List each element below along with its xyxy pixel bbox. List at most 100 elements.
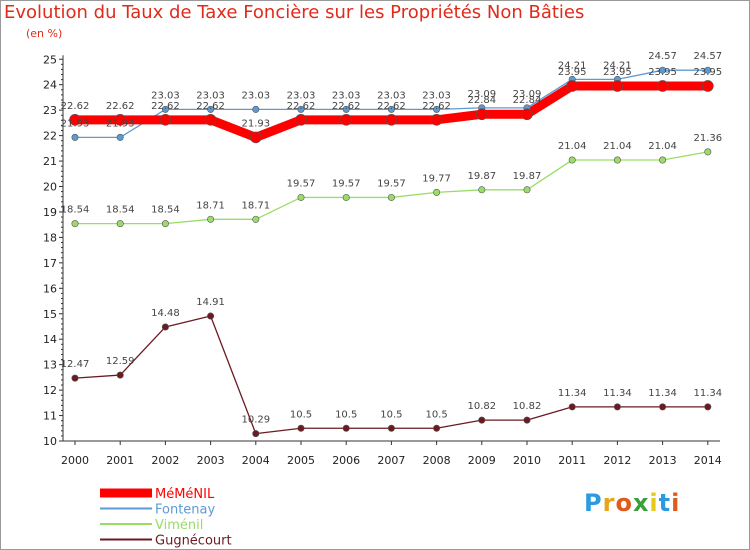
data-point-gugnecourt bbox=[297, 424, 305, 432]
data-point-gugnecourt bbox=[161, 323, 169, 331]
data-label-gugnecourt: 10.5 bbox=[380, 409, 402, 420]
data-point-memenil bbox=[295, 114, 307, 126]
data-labels: 21.93 21.93 23.03 23.03 23.03 23.03 23.03 23.03… bbox=[61, 51, 722, 425]
data-point-fontenay bbox=[207, 105, 215, 113]
y-tick-label: 10 bbox=[43, 435, 57, 448]
data-point-memenil bbox=[159, 114, 172, 126]
y-tick-label: 22 bbox=[43, 130, 57, 143]
data-point-fontenay bbox=[297, 105, 305, 113]
data-label-gugnecourt: 10.29 bbox=[241, 415, 270, 426]
y-tick-label: 16 bbox=[43, 282, 57, 295]
data-point-memenil bbox=[566, 80, 579, 92]
data-label-vimenil: 19.57 bbox=[287, 178, 316, 189]
data-label-memenil: 22.62 bbox=[422, 101, 451, 112]
y-tick-label: 18 bbox=[43, 231, 57, 244]
x-tick-label: 2008 bbox=[423, 454, 451, 467]
data-label-vimenil: 18.71 bbox=[241, 200, 270, 211]
data-label-vimenil: 21.04 bbox=[603, 141, 632, 152]
data-label-memenil: 22.84 bbox=[467, 95, 496, 106]
data-point-vimenil bbox=[207, 215, 215, 223]
legend-label-gugnecourt: Gugnécourt bbox=[155, 534, 232, 549]
data-label-gugnecourt: 10.82 bbox=[467, 401, 496, 412]
series-points bbox=[69, 66, 714, 438]
x-tick-label: 2009 bbox=[468, 454, 496, 467]
data-label-gugnecourt: 11.34 bbox=[693, 388, 722, 399]
data-point-gugnecourt bbox=[207, 312, 215, 320]
data-label-vimenil: 19.57 bbox=[377, 178, 406, 189]
logo-letter: o bbox=[615, 489, 633, 517]
x-tick-label: 2012 bbox=[603, 454, 631, 467]
data-point-vimenil bbox=[613, 156, 621, 164]
data-point-gugnecourt bbox=[71, 374, 79, 382]
data-label-gugnecourt: 12.47 bbox=[61, 359, 90, 370]
data-point-gugnecourt bbox=[704, 403, 712, 411]
data-label-vimenil: 21.36 bbox=[693, 133, 722, 144]
data-label-fontenay: 23.09 bbox=[513, 89, 542, 100]
x-tick-label: 2013 bbox=[649, 454, 677, 467]
data-label-vimenil: 21.04 bbox=[648, 141, 677, 152]
legend-label-fontenay: Fontenay bbox=[155, 503, 216, 518]
y-tick-label: 23 bbox=[43, 104, 57, 117]
data-label-fontenay: 24.57 bbox=[693, 51, 722, 62]
logo-letter: i bbox=[649, 489, 659, 517]
data-point-gugnecourt bbox=[478, 416, 486, 424]
data-label-vimenil: 21.04 bbox=[558, 141, 587, 152]
legend-label-vimenil: Viménil bbox=[155, 518, 203, 533]
y-tick-label: 24 bbox=[43, 79, 57, 92]
data-point-fontenay bbox=[433, 105, 441, 113]
x-tick-label: 2000 bbox=[61, 454, 89, 467]
data-label-fontenay: 23.03 bbox=[196, 90, 225, 101]
x-tick-label: 2003 bbox=[197, 454, 225, 467]
y-tick-label: 25 bbox=[43, 53, 57, 66]
data-point-vimenil bbox=[568, 156, 576, 164]
data-point-fontenay bbox=[252, 105, 260, 113]
y-tick-label: 19 bbox=[43, 206, 57, 219]
data-point-vimenil bbox=[523, 186, 531, 194]
data-label-memenil: 22.62 bbox=[377, 101, 406, 112]
data-point-vimenil bbox=[342, 193, 350, 201]
logo-letter: P bbox=[584, 489, 603, 517]
data-label-memenil: 23.95 bbox=[603, 67, 632, 78]
data-point-vimenil bbox=[252, 215, 260, 223]
data-label-vimenil: 18.54 bbox=[151, 205, 180, 216]
y-tick-label: 21 bbox=[43, 155, 57, 168]
y-tick-label: 12 bbox=[43, 384, 57, 397]
data-label-vimenil: 19.87 bbox=[467, 171, 496, 182]
data-label-memenil: 23.95 bbox=[693, 67, 722, 78]
data-label-memenil: 23.95 bbox=[558, 67, 587, 78]
y-tick-label: 13 bbox=[43, 359, 57, 372]
data-label-gugnecourt: 12.59 bbox=[106, 356, 135, 367]
x-tick-label: 2002 bbox=[151, 454, 179, 467]
data-label-fontenay: 24.57 bbox=[648, 51, 677, 62]
data-label-gugnecourt: 11.34 bbox=[603, 388, 632, 399]
x-tick-label: 2011 bbox=[558, 454, 586, 467]
x-tick-label: 2007 bbox=[377, 454, 405, 467]
data-point-vimenil bbox=[704, 148, 712, 156]
data-point-gugnecourt bbox=[116, 371, 124, 379]
data-label-fontenay: 23.03 bbox=[377, 90, 406, 101]
data-point-fontenay bbox=[704, 66, 712, 74]
data-label-memenil: 23.95 bbox=[648, 67, 677, 78]
chart-title: Evolution du Taux de Taxe Foncière sur l… bbox=[4, 2, 585, 23]
data-point-gugnecourt bbox=[252, 430, 260, 438]
data-point-vimenil bbox=[387, 193, 395, 201]
y-axis-unit-label: (en %) bbox=[26, 27, 63, 40]
x-tick-label: 2005 bbox=[287, 454, 315, 467]
data-point-fontenay bbox=[161, 105, 169, 113]
data-point-fontenay bbox=[71, 133, 79, 141]
data-label-memenil: 22.62 bbox=[196, 101, 225, 112]
data-point-vimenil bbox=[297, 193, 305, 201]
x-tick-label: 2001 bbox=[106, 454, 134, 467]
x-tick-label: 2004 bbox=[242, 454, 270, 467]
data-label-vimenil: 18.54 bbox=[61, 205, 90, 216]
data-point-vimenil bbox=[433, 188, 441, 196]
data-label-gugnecourt: 14.48 bbox=[151, 308, 180, 319]
x-tick-label: 2014 bbox=[694, 454, 722, 467]
data-label-memenil: 22.84 bbox=[513, 95, 542, 106]
y-tick-label: 20 bbox=[43, 181, 57, 194]
data-point-memenil bbox=[204, 114, 217, 126]
data-point-memenil bbox=[114, 114, 126, 126]
